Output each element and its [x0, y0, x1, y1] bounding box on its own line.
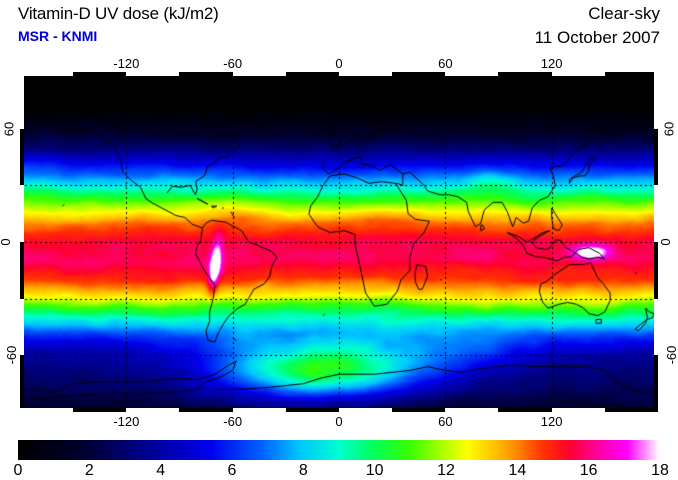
colorbar-tick-2: 2 [84, 462, 94, 479]
x-axis-tick-label--120: -120 [113, 414, 140, 429]
chart-header: Vitamin-D UV dose (kJ/m2) MSR - KNMI Cle… [0, 0, 678, 56]
page-title: Vitamin-D UV dose (kJ/m2) [18, 4, 219, 23]
uv-dose-heatmap [20, 72, 658, 412]
data-source-label: MSR - KNMI [18, 28, 98, 44]
date-label: 11 October 2007 [534, 28, 660, 47]
colorbar-tick-10: 10 [365, 462, 384, 479]
y-axis-tick-label-right-60: 60 [661, 121, 677, 136]
colorbar-tick-8: 8 [298, 462, 308, 479]
y-axis-tick-label-left-0: 0 [0, 238, 13, 245]
colorbar-tick-14: 14 [508, 462, 527, 479]
y-axis-tick-label-right--60: -60 [663, 345, 678, 365]
colorbar-tick-12: 12 [437, 462, 455, 479]
y-axis-tick-label-left--60: -60 [3, 345, 19, 365]
colorbar-tick-16: 16 [579, 462, 598, 479]
colorbar-tick-0: 0 [13, 462, 23, 479]
x-axis-tick-label--60: -60 [223, 414, 243, 429]
map-plot-area [20, 72, 658, 412]
y-axis-tick-label-right-0: 0 [658, 238, 674, 246]
x-axis-tick-label-120: 120 [540, 414, 563, 429]
x-axis-tick-label-120: 120 [540, 56, 563, 71]
x-axis-tick-label-60: 60 [438, 414, 453, 429]
colorbar-tick-6: 6 [227, 462, 237, 479]
colorbar-tick-4: 4 [156, 462, 166, 479]
colorbar-tick-18: 18 [651, 462, 669, 479]
colorbar: 0 2 4 6 8 10 12 14 16 18 [14, 440, 669, 480]
colorbar-gradient [18, 440, 660, 460]
x-axis-tick-label-60: 60 [438, 56, 453, 71]
y-axis-tick-label-left-60: 60 [1, 121, 17, 136]
sky-condition-label: Clear-sky [588, 4, 660, 23]
x-axis-tick-label--60: -60 [223, 56, 243, 71]
x-axis-tick-label-0: 0 [335, 56, 343, 71]
x-axis-tick-label--120: -120 [113, 56, 140, 71]
x-axis-tick-label-0: 0 [335, 414, 343, 429]
